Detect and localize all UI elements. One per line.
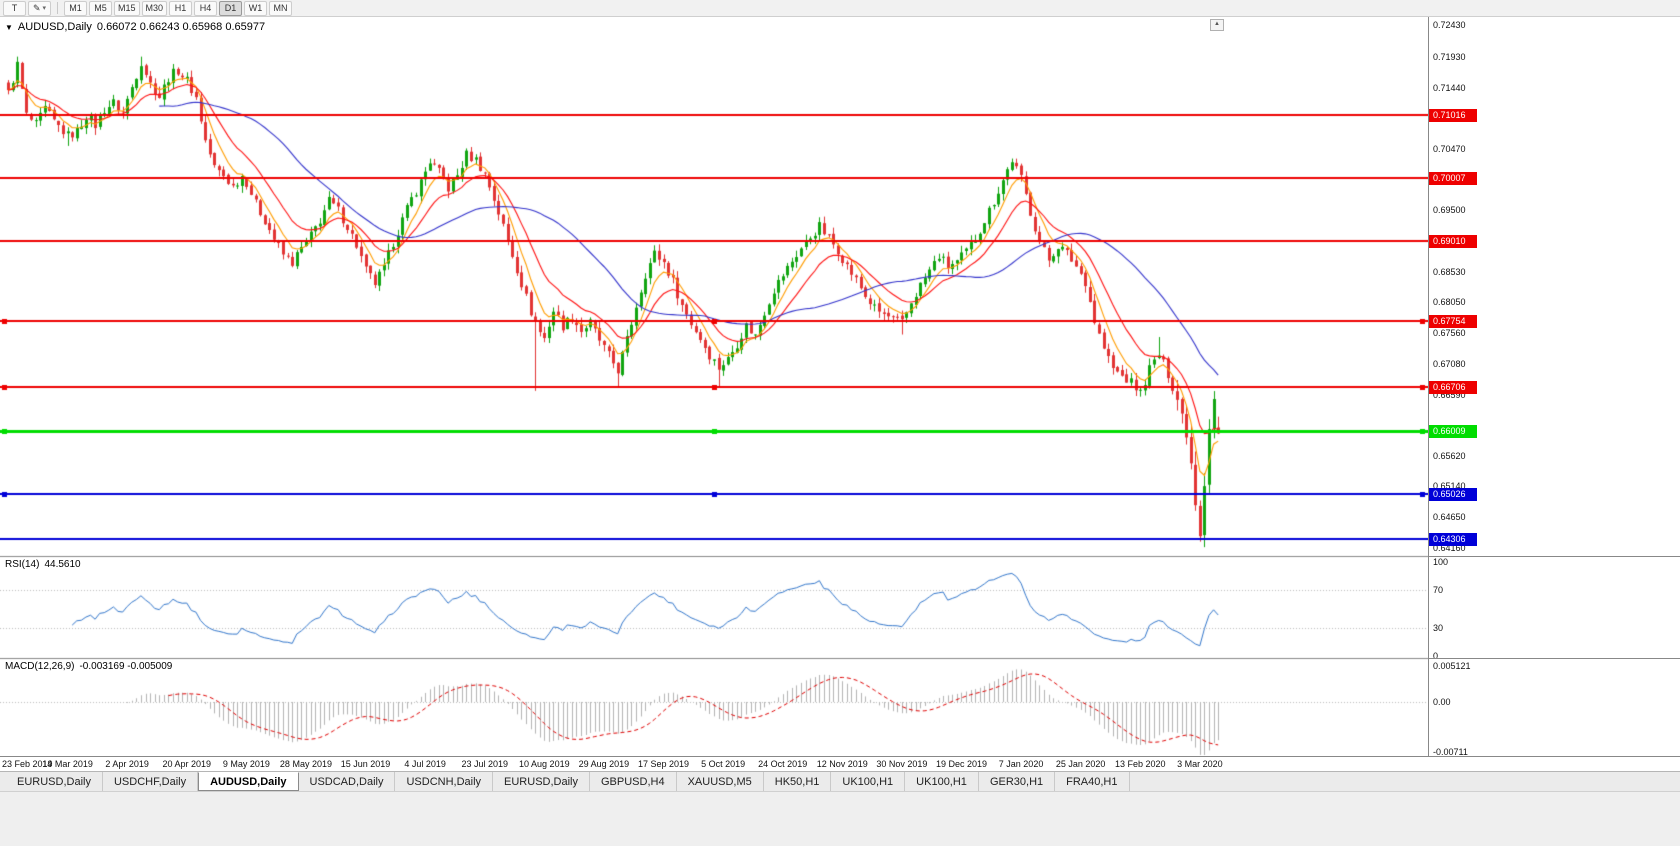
rsi-tick: 100	[1433, 557, 1449, 567]
date-label: 19 Dec 2019	[935, 759, 987, 769]
price-tick: 0.64160	[1433, 543, 1466, 554]
rsi-tick: 0	[1433, 651, 1439, 661]
date-label: 23 Feb 2019	[2, 759, 53, 769]
price-tick: 0.65620	[1433, 451, 1466, 462]
price-line-tag[interactable]: 0.69010	[1429, 235, 1477, 249]
macd-indicator-label: MACD(12,26,9) -0.003169 -0.005009	[5, 661, 172, 672]
chart-tab-7-xauusd-m5[interactable]: XAUUSD,M5	[677, 772, 764, 791]
date-label: 3 Mar 2020	[1177, 759, 1223, 769]
date-label: 28 May 2019	[279, 759, 332, 769]
status-strip	[0, 791, 1680, 846]
price-tick: 0.71930	[1433, 51, 1466, 62]
price-line-tag[interactable]: 0.66009	[1429, 425, 1477, 439]
pencil-icon: ✎	[32, 2, 41, 13]
chart-tab-10-uk100-h1[interactable]: UK100,H1	[905, 772, 979, 791]
timeframe-w1-button[interactable]: W1	[244, 0, 268, 16]
timeframe-m30-button[interactable]: M30	[141, 0, 168, 16]
chart-tab-4-usdcnh-daily[interactable]: USDCNH,Daily	[395, 772, 494, 791]
macd-tick: 0.005121	[1433, 660, 1471, 671]
date-label: 29 Aug 2019	[578, 759, 630, 769]
price-tick: 0.69500	[1433, 205, 1466, 216]
date-label: 23 Jul 2019	[461, 759, 509, 769]
timeframe-h1-button[interactable]: H1	[169, 0, 193, 16]
chevron-down-icon: ▾	[42, 5, 47, 12]
date-label: 4 Jul 2019	[404, 759, 446, 769]
price-tick: 0.64650	[1433, 512, 1466, 523]
price-line-tag[interactable]: 0.71016	[1429, 108, 1477, 122]
timeframe-m15-button[interactable]: M15	[114, 0, 140, 16]
chart-tab-11-ger30-h1[interactable]: GER30,H1	[979, 772, 1056, 791]
price-line-tag[interactable]: 0.70007	[1429, 172, 1477, 186]
date-label: 12 Nov 2019	[816, 759, 868, 769]
date-label: 20 Apr 2019	[162, 759, 212, 769]
chart-tab-5-eurusd-daily[interactable]: EURUSD,Daily	[493, 772, 590, 791]
timeframe-m5-button[interactable]: M5	[89, 0, 112, 16]
text-tool-button[interactable]: T	[3, 0, 26, 16]
price-line-tag[interactable]: 0.64306	[1429, 533, 1477, 547]
chart-tab-2-audusd-daily[interactable]: AUDUSD,Daily	[198, 772, 299, 791]
chart-ohlc: 0.66072 0.66243 0.65968 0.65977	[96, 21, 266, 33]
chart-tab-8-hk50-h1[interactable]: HK50,H1	[764, 772, 832, 791]
price-tick: 0.65140	[1433, 481, 1466, 492]
chart-symbol: AUDUSD,Daily	[17, 21, 92, 33]
price-tick: 0.70470	[1433, 144, 1466, 155]
chart-tab-1-usdchf-daily[interactable]: USDCHF,Daily	[103, 772, 199, 791]
timeframe-mn-button[interactable]: MN	[269, 0, 293, 16]
time-axis: 23 Feb 2019 14 Mar 2019 2 Apr 2019 20 Apr 2…	[0, 756, 1680, 771]
macd-name: MACD(12,26,9)	[5, 661, 75, 672]
rsi-tick: 30	[1433, 622, 1444, 633]
date-label: 15 Jun 2019	[340, 759, 391, 769]
date-label: 13 Feb 2020	[1114, 759, 1166, 769]
macd-tick: -0.00711	[1433, 746, 1468, 757]
timeframe-d1-button[interactable]: D1	[219, 0, 243, 16]
chart-tab-12-fra40-h1[interactable]: FRA40,H1	[1055, 772, 1130, 791]
scroll-up-icon[interactable]: ▲	[1210, 19, 1224, 31]
price-axis: 0.72430 0.71930 0.71440 0.70470 0.69500 0.685…	[1428, 17, 1680, 757]
chart-window: ▼ AUDUSD,Daily 0.66072 0.66243 0.65968 0…	[0, 17, 1680, 757]
price-tick: 0.72430	[1433, 20, 1466, 30]
chart-tab-0-eurusd-daily[interactable]: EURUSD,Daily	[6, 772, 103, 791]
chart-tab-bar: EURUSD,Daily USDCHF,Daily AUDUSD,Daily USDC…	[0, 771, 1680, 791]
price-tick: 0.66590	[1433, 389, 1466, 400]
date-label: 14 Mar 2019	[42, 759, 93, 769]
rsi-value: 44.5610	[44, 559, 81, 570]
date-label: 7 Jan 2020	[998, 759, 1044, 769]
timeframe-m1-button[interactable]: M1	[64, 0, 87, 16]
rsi-indicator-label: RSI(14) 44.5610	[5, 559, 81, 570]
date-label: 30 Nov 2019	[876, 759, 928, 769]
price-line-tag[interactable]: 0.67754	[1429, 314, 1477, 328]
date-label: 10 Aug 2019	[519, 759, 570, 769]
toolbar: T ✎ ▾ M1 M5 M15 M30 H1 H4 D1 W1 MN	[0, 0, 1680, 17]
macd-values: -0.003169 -0.005009	[79, 661, 173, 672]
chart-tab-6-gbpusd-h4[interactable]: GBPUSD,H4	[590, 772, 677, 791]
price-tick: 0.68530	[1433, 266, 1466, 277]
price-tick: 0.71440	[1433, 82, 1466, 93]
date-label: 9 May 2019	[222, 759, 270, 769]
macd-tick: 0.00	[1433, 697, 1451, 707]
draw-tool-button[interactable]: ✎ ▾	[28, 0, 51, 16]
price-chart-canvas[interactable]	[0, 17, 1428, 756]
timeframe-h4-button[interactable]: H4	[194, 0, 218, 16]
pane-separator	[1429, 556, 1680, 557]
price-tick: 0.68050	[1433, 297, 1466, 308]
price-tick: 0.67080	[1433, 358, 1466, 369]
price-line-tag[interactable]: 0.65026	[1429, 487, 1477, 501]
rsi-name: RSI(14)	[5, 559, 40, 570]
collapse-icon: ▼	[5, 22, 13, 32]
pane-separator	[1429, 658, 1680, 659]
price-line-tag[interactable]: 0.66706	[1429, 381, 1477, 395]
date-label: 24 Oct 2019	[758, 759, 808, 769]
chart-tab-3-usdcad-daily[interactable]: USDCAD,Daily	[299, 772, 396, 791]
date-label: 25 Jan 2020	[1055, 759, 1106, 769]
toolbar-separator	[57, 2, 58, 14]
date-label: 17 Sep 2019	[637, 759, 690, 769]
price-tick: 0.67560	[1433, 328, 1466, 339]
chart-tab-9-uk100-h1[interactable]: UK100,H1	[831, 772, 906, 791]
rsi-tick: 70	[1433, 585, 1444, 596]
timeframe-group: M1 M5 M15 M30 H1 H4 D1 W1 MN	[64, 0, 293, 16]
date-label: 5 Oct 2019	[701, 759, 746, 769]
chart-title: ▼ AUDUSD,Daily 0.66072 0.66243 0.65968 0…	[5, 21, 265, 33]
date-label: 2 Apr 2019	[105, 759, 149, 769]
